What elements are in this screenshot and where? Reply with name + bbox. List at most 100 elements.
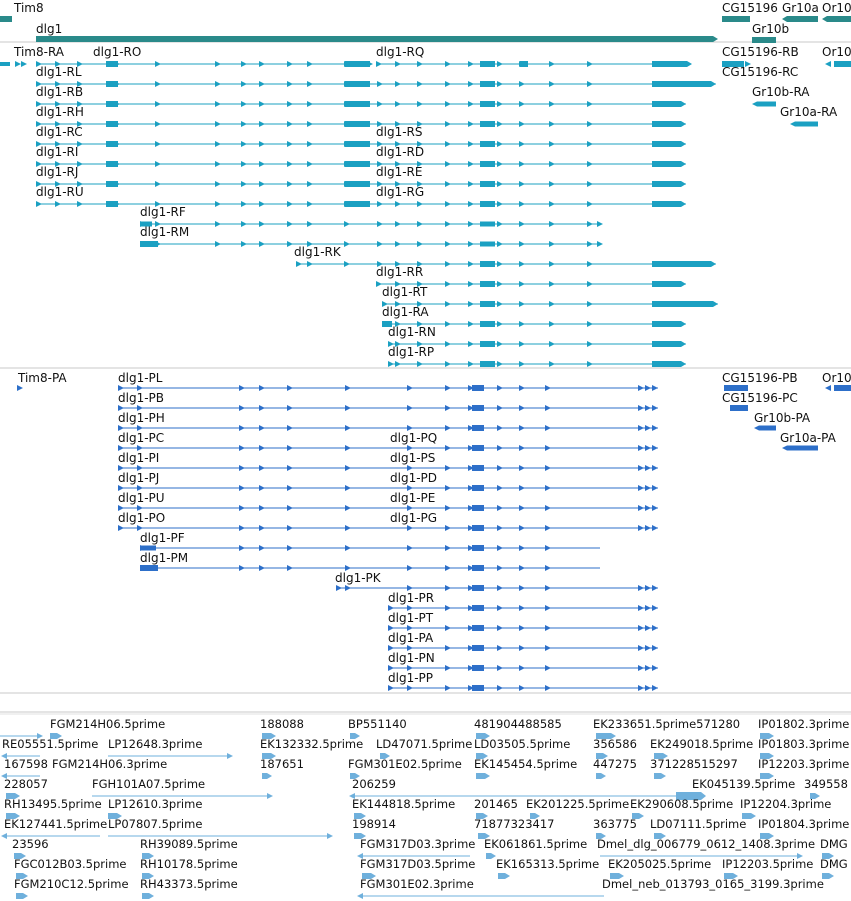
strand-arrow-right [549, 121, 555, 127]
strand-arrow-right [241, 81, 247, 87]
strand-arrow-right [445, 241, 451, 247]
strand-arrow-right [307, 161, 313, 167]
strand-arrow-right [395, 301, 401, 307]
strand-arrow-right [652, 385, 658, 391]
strand-arrow-right [445, 281, 451, 287]
strand-arrow-right [545, 485, 551, 491]
strand-arrow-right [215, 81, 221, 87]
exon-block [345, 121, 370, 127]
exon-block [345, 81, 370, 87]
feature-arrow-block [142, 873, 154, 879]
strand-arrow-right [395, 341, 401, 347]
strand-arrow-right [377, 81, 383, 87]
strand-arrow-right [468, 405, 474, 411]
cds-block [834, 385, 851, 391]
strand-arrow-right [287, 525, 293, 531]
strand-arrow-left [1, 753, 7, 759]
strand-arrow-right [497, 141, 503, 147]
exon-block [480, 61, 495, 67]
strand-arrow-right [497, 685, 503, 691]
strand-arrow-right [638, 445, 644, 451]
strand-arrow-right [497, 665, 503, 671]
feature-arrow-block [652, 341, 686, 347]
strand-arrow-right [519, 425, 525, 431]
strand-arrow-right [519, 485, 525, 491]
strand-arrow-right [519, 121, 525, 127]
strand-arrow-right [388, 685, 394, 691]
strand-arrow-right [645, 505, 651, 511]
strand-arrow-right [287, 385, 293, 391]
strand-arrow-right [545, 685, 551, 691]
strand-arrow-right [652, 465, 658, 471]
strand-arrow-right [345, 485, 351, 491]
strand-arrow-right [652, 625, 658, 631]
feature-arrow-block [782, 16, 818, 22]
strand-arrow-right [545, 385, 551, 391]
strand-arrow-right [407, 605, 413, 611]
strand-arrow-right [395, 221, 401, 227]
feature-arrow-block [742, 813, 756, 819]
strand-arrow-right [417, 81, 423, 87]
strand-arrow-right [519, 605, 525, 611]
strand-arrow-left [825, 385, 831, 391]
strand-arrow-right [307, 181, 313, 187]
strand-arrow-right [388, 645, 394, 651]
strand-arrow-right [395, 81, 401, 87]
strand-arrow-right [545, 605, 551, 611]
strand-arrow-right [645, 625, 651, 631]
strand-arrow-right [652, 665, 658, 671]
strand-arrow-right [497, 341, 503, 347]
feature-arrow-block [36, 36, 718, 42]
feature-arrow-block [262, 773, 272, 779]
strand-arrow-right [652, 525, 658, 531]
strand-arrow-right [445, 385, 451, 391]
strand-arrow-right [155, 201, 161, 207]
strand-arrow-right [239, 545, 245, 551]
strand-arrow-right [638, 645, 644, 651]
strand-arrow-right [549, 201, 555, 207]
strand-arrow-right [445, 341, 451, 347]
feature-arrow-block [476, 733, 490, 739]
feature-arrow-block [822, 873, 834, 879]
strand-arrow-right [549, 341, 555, 347]
strand-arrow-right [468, 445, 474, 451]
strand-arrow-right [497, 101, 503, 107]
strand-arrow-right [137, 405, 143, 411]
cds-block [472, 505, 484, 511]
feature-arrow-block [362, 873, 376, 879]
strand-arrow-right [417, 221, 423, 227]
feature-arrow-block [652, 81, 716, 87]
exon-block [0, 62, 10, 66]
strand-arrow-right [395, 121, 401, 127]
strand-arrow-right [137, 525, 143, 531]
feature-arrow-block [380, 753, 390, 759]
exon-block [480, 201, 495, 207]
strand-arrow-right [241, 181, 247, 187]
strand-arrow-right [587, 81, 593, 87]
strand-arrow-right [155, 181, 161, 187]
strand-arrow-right [652, 425, 658, 431]
strand-arrow-right [445, 505, 451, 511]
gene-block [722, 16, 750, 22]
feature-arrow-block [822, 853, 834, 859]
strand-arrow-right [545, 545, 551, 551]
strand-arrow-right [239, 425, 245, 431]
strand-arrow-right [638, 665, 644, 671]
strand-arrow-right [445, 141, 451, 147]
cds-block [472, 425, 484, 431]
strand-arrow-right [118, 425, 124, 431]
strand-arrow-right [407, 685, 413, 691]
strand-arrow-right [55, 201, 61, 207]
strand-arrow-right [468, 585, 474, 591]
exon-block [480, 241, 495, 247]
strand-arrow-right [497, 181, 503, 187]
feature-arrow-block [782, 445, 818, 451]
feature-arrow-block [262, 733, 276, 739]
feature-arrow-block [354, 813, 366, 819]
exon-block [106, 61, 118, 67]
strand-arrow-right [468, 221, 474, 227]
strand-arrow-right [307, 81, 313, 87]
strand-arrow-right [259, 385, 265, 391]
strand-arrow-left [1, 773, 7, 779]
strand-arrow-right [377, 181, 383, 187]
